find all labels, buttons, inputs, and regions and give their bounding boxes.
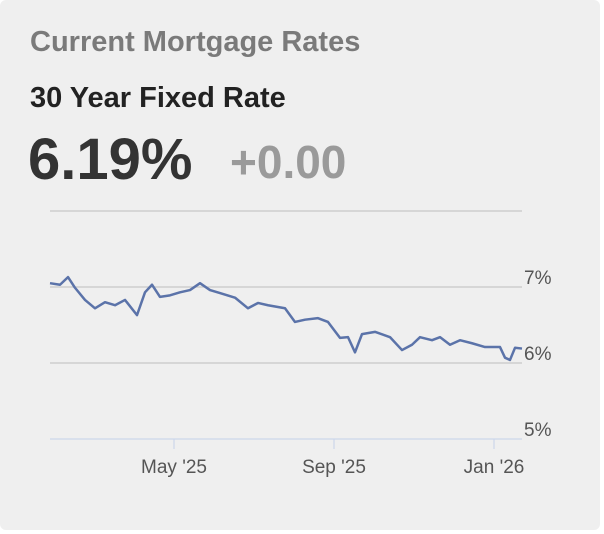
title: Current Mortgage Rates — [30, 26, 361, 58]
y-tick-label: 7% — [524, 268, 552, 289]
rate: 6.19% — [28, 127, 193, 192]
x-tick-label: May '25 — [141, 457, 207, 478]
x-tick-label: Jan '26 — [464, 457, 525, 478]
subtitle: 30 Year Fixed Rate — [30, 82, 286, 114]
y-tick-label: 6% — [524, 344, 552, 365]
rate-line — [49, 275, 523, 362]
change: +0.00 — [230, 136, 347, 188]
x-tick-label: Sep '25 — [302, 457, 366, 478]
y-tick-label: 5% — [524, 420, 552, 441]
